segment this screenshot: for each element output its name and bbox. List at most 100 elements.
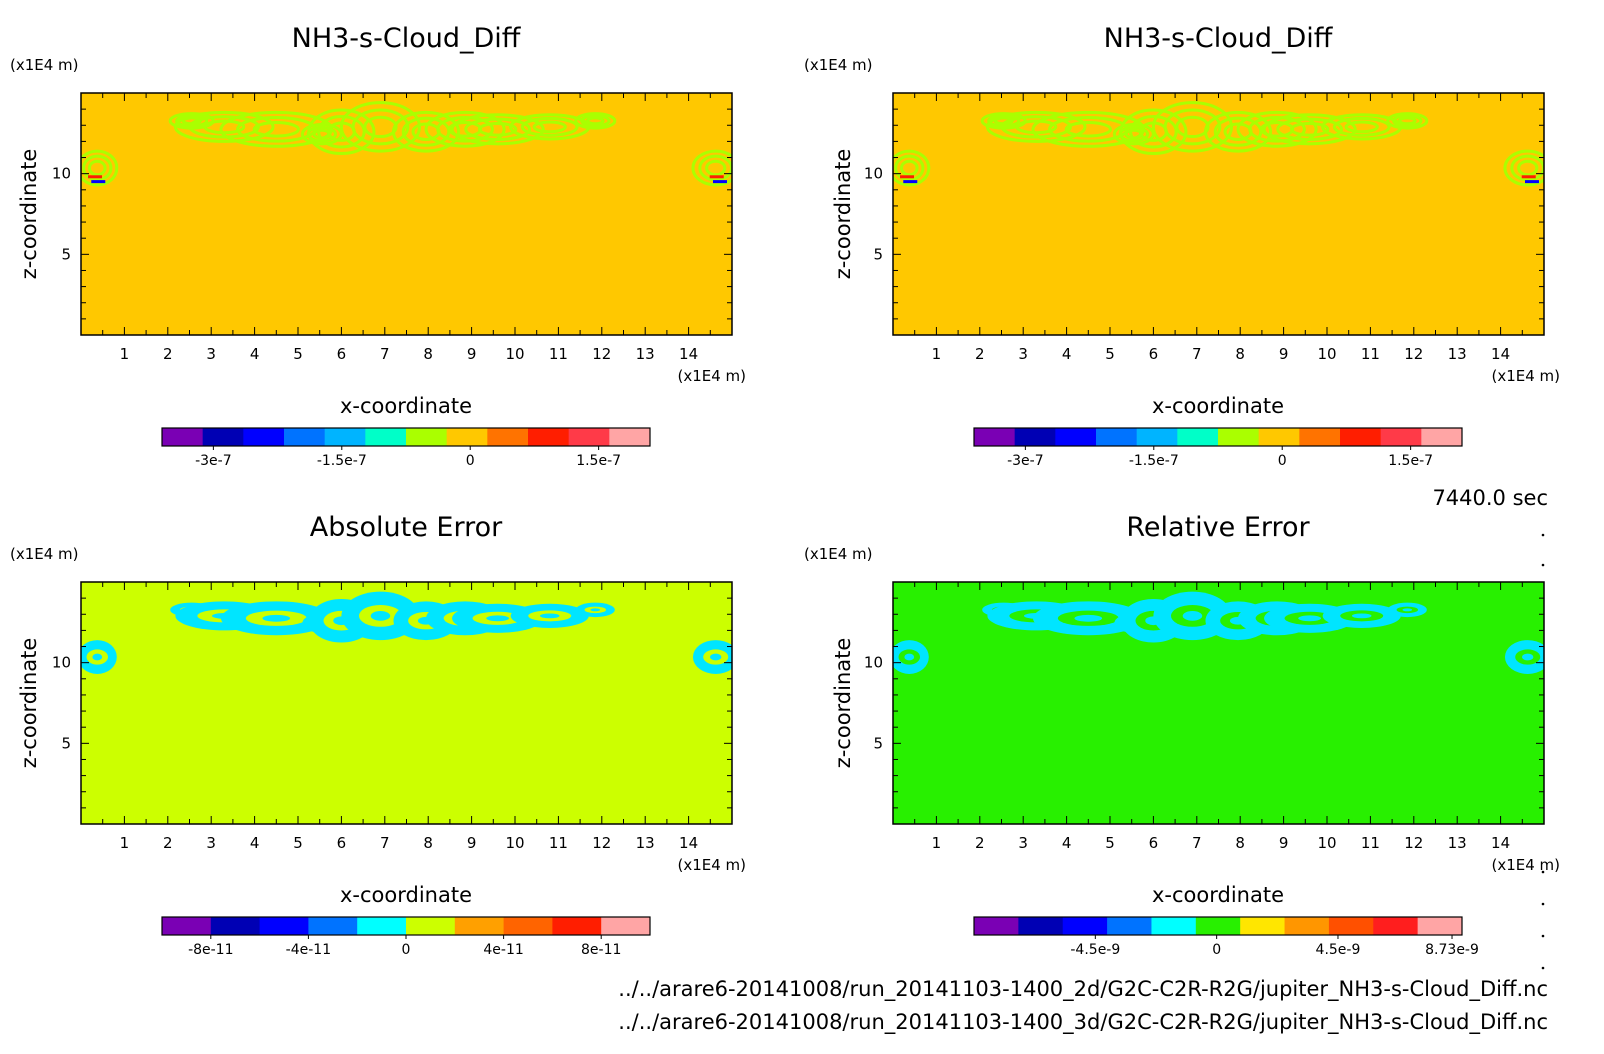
y-tick-label: 5 bbox=[873, 734, 883, 752]
colorbar-tick-label: 4.5e-9 bbox=[1316, 942, 1361, 958]
x-tick-label: 7 bbox=[1192, 834, 1202, 852]
colorbar-swatch bbox=[1136, 428, 1178, 446]
x-tick-label: 9 bbox=[1279, 345, 1289, 363]
x-tick-label: 10 bbox=[1317, 345, 1336, 363]
x-tick-label: 14 bbox=[1491, 834, 1510, 852]
colorbar: -8e-11 -4e-11 0 4e-11 8e-11 bbox=[161, 916, 651, 958]
x-tick-label: 10 bbox=[1317, 834, 1336, 852]
colorbar-swatch bbox=[406, 917, 456, 935]
error-patch-core bbox=[1298, 615, 1322, 622]
colorbar-swatch bbox=[446, 428, 488, 446]
contour-ring bbox=[580, 114, 611, 128]
x-tick-label: 1 bbox=[932, 834, 942, 852]
error-patch-core bbox=[262, 614, 291, 622]
colorbar-tick-label: -4e-11 bbox=[286, 942, 331, 958]
x-tick-label: 6 bbox=[1149, 834, 1159, 852]
panel-bottom-right: Relative Error (x1E4 m) (x1E4 m) x-coord… bbox=[804, 512, 1560, 958]
contour-ring bbox=[1397, 116, 1417, 126]
x-tick-label: 6 bbox=[1149, 345, 1159, 363]
dot-markers bbox=[1541, 533, 1545, 970]
contour-ring bbox=[87, 159, 107, 177]
colorbar-tick-label: 0 bbox=[1278, 453, 1287, 469]
panel-top-right: NH3-s-Cloud_Diff (x1E4 m) (x1E4 m) x-coo… bbox=[804, 23, 1560, 469]
contour-ring bbox=[1386, 112, 1429, 130]
contour-ring bbox=[436, 115, 494, 143]
x-tick-label: 14 bbox=[679, 834, 698, 852]
x-tick-label: 12 bbox=[1404, 834, 1423, 852]
colorbar: -3e-7 -1.5e-7 0 1.5e-7 bbox=[973, 427, 1463, 469]
contour-ring bbox=[1248, 115, 1306, 143]
colorbar-frame bbox=[973, 916, 1463, 936]
x-tick-label: 14 bbox=[1491, 345, 1510, 363]
chart-title: NH3-s-Cloud_Diff bbox=[1104, 23, 1334, 54]
contour-ring bbox=[252, 121, 300, 138]
contour-ring bbox=[705, 159, 727, 177]
x-tick-label: 3 bbox=[206, 345, 216, 363]
x-tick-label: 2 bbox=[163, 345, 173, 363]
colorbar-tick-label: 1.5e-7 bbox=[1388, 453, 1433, 469]
colorbar-swatch bbox=[406, 428, 448, 446]
contour-ring bbox=[585, 116, 605, 126]
contour-ring bbox=[1276, 117, 1344, 141]
y-tick-label: 5 bbox=[873, 245, 883, 263]
colorbar-swatch bbox=[1195, 917, 1241, 935]
extreme-spot bbox=[88, 175, 103, 179]
colorbar-tick-label: -4.5e-9 bbox=[1070, 942, 1120, 958]
contour-ring bbox=[464, 117, 532, 141]
colorbar-frame bbox=[161, 427, 651, 447]
colorbar: -3e-7 -1.5e-7 0 1.5e-7 bbox=[161, 427, 651, 469]
colorbar-tick-label: -3e-7 bbox=[1007, 453, 1044, 469]
contour-ring bbox=[1392, 114, 1423, 128]
cloud-band bbox=[893, 101, 1544, 187]
colorbar-swatch bbox=[1177, 428, 1219, 446]
x-tick-label: 9 bbox=[467, 834, 477, 852]
colorbar-swatch bbox=[162, 428, 204, 446]
x-tick-label: 13 bbox=[636, 834, 655, 852]
error-patch-core bbox=[1522, 653, 1534, 661]
contour-ring bbox=[339, 101, 422, 153]
x-tick-label: 5 bbox=[1105, 834, 1115, 852]
x-tick-label: 14 bbox=[679, 345, 698, 363]
y-tick-label: 10 bbox=[52, 654, 71, 672]
colorbar-swatch bbox=[1062, 917, 1108, 935]
colorbar-swatch bbox=[552, 917, 602, 935]
contour-ring bbox=[424, 110, 506, 148]
contour-ring bbox=[477, 121, 518, 137]
x-tick-label: 3 bbox=[1018, 834, 1028, 852]
error-patch-core bbox=[1351, 613, 1372, 619]
x-tick-label: 11 bbox=[1361, 834, 1380, 852]
y-axis-label: z-coordinate bbox=[17, 638, 41, 769]
contour-ring bbox=[532, 120, 567, 134]
contour-ring bbox=[985, 110, 1087, 143]
x-tick-label: 2 bbox=[975, 834, 985, 852]
extreme-spot bbox=[1524, 180, 1539, 184]
contour-ring bbox=[893, 149, 931, 187]
x-axis-label: x-coordinate bbox=[1152, 883, 1284, 907]
colorbar-tick-label: 0 bbox=[402, 942, 411, 958]
contour-ring bbox=[203, 119, 246, 135]
colorbar-swatch bbox=[503, 917, 553, 935]
colorbar-swatch bbox=[1258, 428, 1300, 446]
colorbar-swatch bbox=[601, 917, 651, 935]
contour-ring bbox=[1203, 110, 1273, 153]
contour-ring bbox=[1151, 101, 1234, 153]
contour-ring bbox=[691, 149, 732, 187]
cloud-band bbox=[81, 101, 732, 187]
colorbar-swatch bbox=[568, 428, 610, 446]
panel-top-left: NH3-s-Cloud_Diff (x1E4 m) (x1E4 m) x-coo… bbox=[10, 23, 746, 469]
contour-ring bbox=[82, 154, 113, 182]
x-tick-label: 13 bbox=[636, 345, 655, 363]
colorbar-swatch bbox=[357, 917, 407, 935]
colorbar-swatch bbox=[487, 428, 529, 446]
x-tick-label: 5 bbox=[1105, 345, 1115, 363]
colorbar-swatch bbox=[1299, 428, 1341, 446]
error-patch-core bbox=[486, 615, 510, 622]
x-tick-label: 11 bbox=[549, 834, 568, 852]
x-tick-label: 8 bbox=[423, 345, 433, 363]
error-patch-core bbox=[1182, 611, 1203, 621]
x-tick-label: 4 bbox=[1062, 834, 1072, 852]
x-axis-label: x-coordinate bbox=[1152, 394, 1284, 418]
